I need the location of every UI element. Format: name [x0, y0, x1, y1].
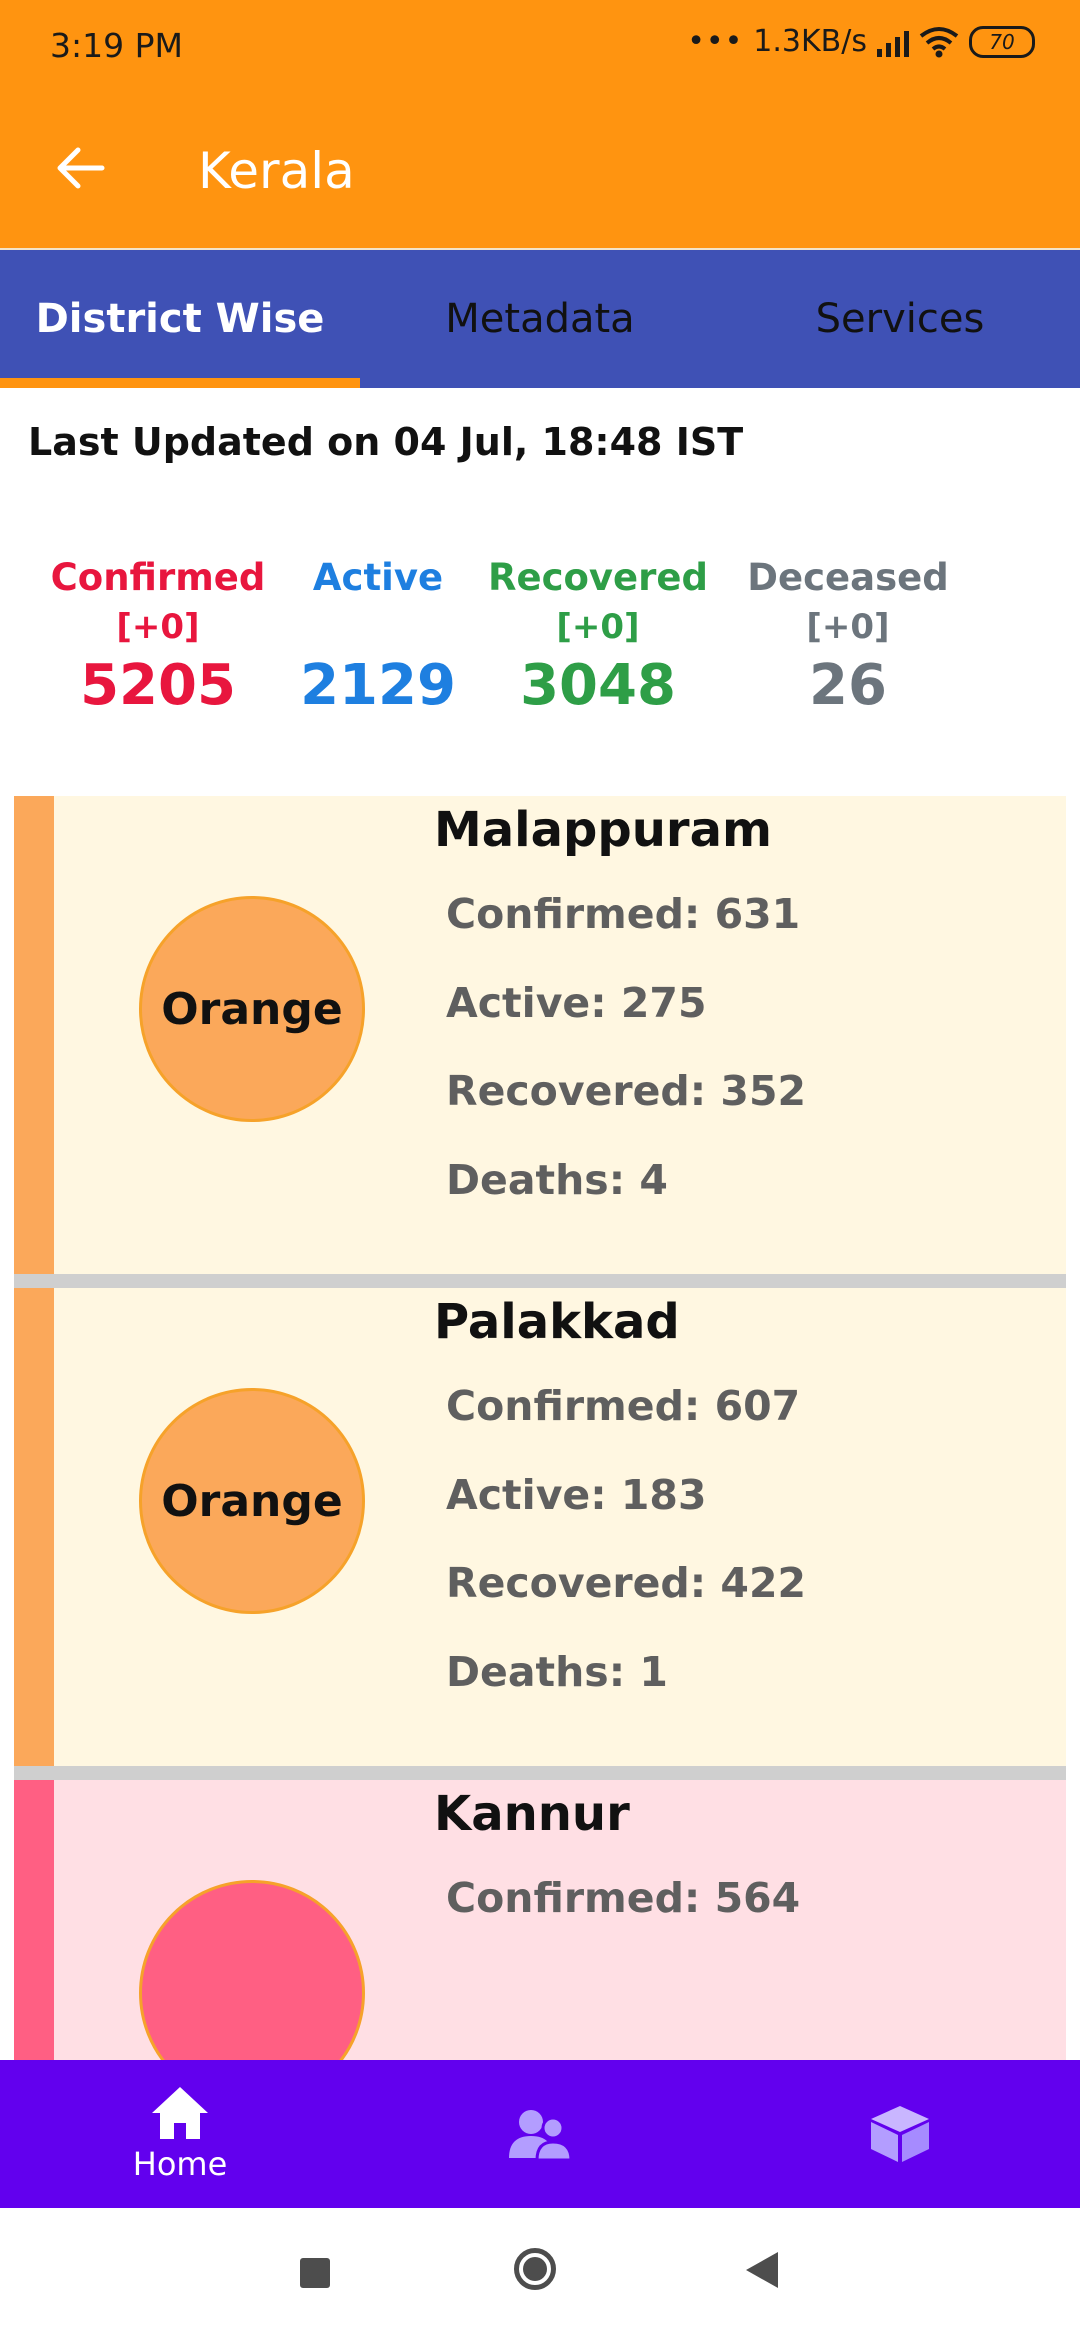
district-card[interactable]: Kannur Confirmed: 564: [14, 1780, 1066, 2060]
system-nav-bar: [0, 2208, 1080, 2340]
district-name: Palakkad: [434, 1294, 680, 1350]
stat-confirmed: Confirmed [+0] 5205: [38, 556, 278, 718]
zone-stripe: [14, 1288, 54, 1766]
stat-confirmed-value: 5205: [80, 653, 236, 718]
stat-confirmed-label: Confirmed: [50, 556, 266, 599]
status-bar: 3:19 PM ••• 1.3KB/s 70: [0, 0, 1080, 96]
district-name: Kannur: [434, 1786, 630, 1842]
wifi-icon: [919, 26, 959, 57]
recents-square-icon[interactable]: [300, 2258, 330, 2288]
zone-badge: Orange: [139, 1388, 365, 1614]
zone-badge: Orange: [139, 896, 365, 1122]
people-icon: [509, 2110, 573, 2162]
district-name: Malappuram: [434, 802, 772, 858]
district-list[interactable]: Orange Malappuram Confirmed: 631 Active:…: [14, 796, 1066, 2060]
district-recovered: Recovered: 352: [446, 1067, 807, 1115]
stat-deceased-label: Deceased: [747, 556, 949, 599]
back-triangle-icon[interactable]: [744, 2250, 780, 2290]
nav-home[interactable]: Home: [0, 2060, 360, 2208]
nav-home-label: Home: [132, 2145, 228, 2183]
district-card[interactable]: Orange Palakkad Confirmed: 607 Active: 1…: [14, 1288, 1066, 1780]
stat-deceased-delta: [+0]: [806, 607, 890, 647]
district-confirmed: Confirmed: 607: [446, 1382, 801, 1430]
district-confirmed: Confirmed: 631: [446, 890, 801, 938]
status-indicators: ••• 1.3KB/s 70: [687, 24, 1035, 59]
last-updated-text: Last Updated on 04 Jul, 18:48 IST: [28, 420, 744, 464]
district-deaths: Deaths: 1: [446, 1647, 668, 1696]
district-active: Active: 183: [446, 1470, 707, 1519]
district-confirmed: Confirmed: 564: [446, 1874, 801, 1922]
page-title: Kerala: [198, 142, 355, 200]
home-circle-icon[interactable]: [514, 2248, 556, 2290]
tab-district-wise[interactable]: District Wise: [0, 250, 360, 388]
signal-icon: [877, 27, 909, 57]
stat-active: Active 2129: [258, 556, 498, 718]
stat-active-label: Active: [312, 556, 444, 599]
stat-recovered-label: Recovered: [488, 556, 708, 599]
district-deaths: Deaths: 4: [446, 1155, 668, 1204]
battery-icon: 70: [969, 25, 1035, 58]
tab-bar: District Wise Metadata Services: [0, 250, 1080, 388]
stat-recovered-value: 3048: [520, 653, 676, 718]
net-speed: 1.3KB/s: [753, 24, 867, 59]
dots-icon: •••: [687, 24, 744, 59]
cube-icon: [871, 2106, 929, 2162]
stat-recovered: Recovered [+0] 3048: [478, 556, 718, 718]
back-arrow-icon[interactable]: [52, 140, 108, 196]
district-stats: Confirmed: 631 Active: 275 Recovered: 35…: [446, 890, 806, 1244]
tab-services[interactable]: Services: [815, 296, 985, 342]
zone-stripe: [14, 1780, 54, 2060]
stat-active-value: 2129: [300, 653, 456, 718]
district-stats: Confirmed: 564: [446, 1874, 800, 2060]
app-bar: Kerala: [0, 96, 1080, 250]
stat-recovered-delta: [+0]: [556, 607, 640, 647]
stat-confirmed-delta: [+0]: [116, 607, 200, 647]
bottom-nav: Home: [0, 2060, 1080, 2208]
status-time: 3:19 PM: [50, 26, 183, 65]
district-recovered: [446, 2051, 800, 2060]
district-card[interactable]: Orange Malappuram Confirmed: 631 Active:…: [14, 796, 1066, 1288]
district-active: [446, 1963, 800, 2052]
zone-badge: [139, 1880, 365, 2060]
tab-metadata[interactable]: Metadata: [445, 296, 635, 342]
district-active: Active: 275: [446, 978, 707, 1027]
state-stats: Confirmed [+0] 5205 Active 2129 Recovere…: [0, 556, 1080, 756]
district-recovered: Recovered: 422: [446, 1559, 807, 1607]
stat-active-delta: [258, 607, 498, 647]
stat-deceased: Deceased [+0] 26: [728, 556, 968, 718]
district-stats: Confirmed: 607 Active: 183 Recovered: 42…: [446, 1382, 806, 1736]
nav-people[interactable]: [360, 2060, 720, 2208]
nav-cube[interactable]: [720, 2060, 1080, 2208]
home-icon: [152, 2087, 208, 2139]
zone-stripe: [14, 796, 54, 1274]
stat-deceased-value: 26: [809, 653, 887, 718]
